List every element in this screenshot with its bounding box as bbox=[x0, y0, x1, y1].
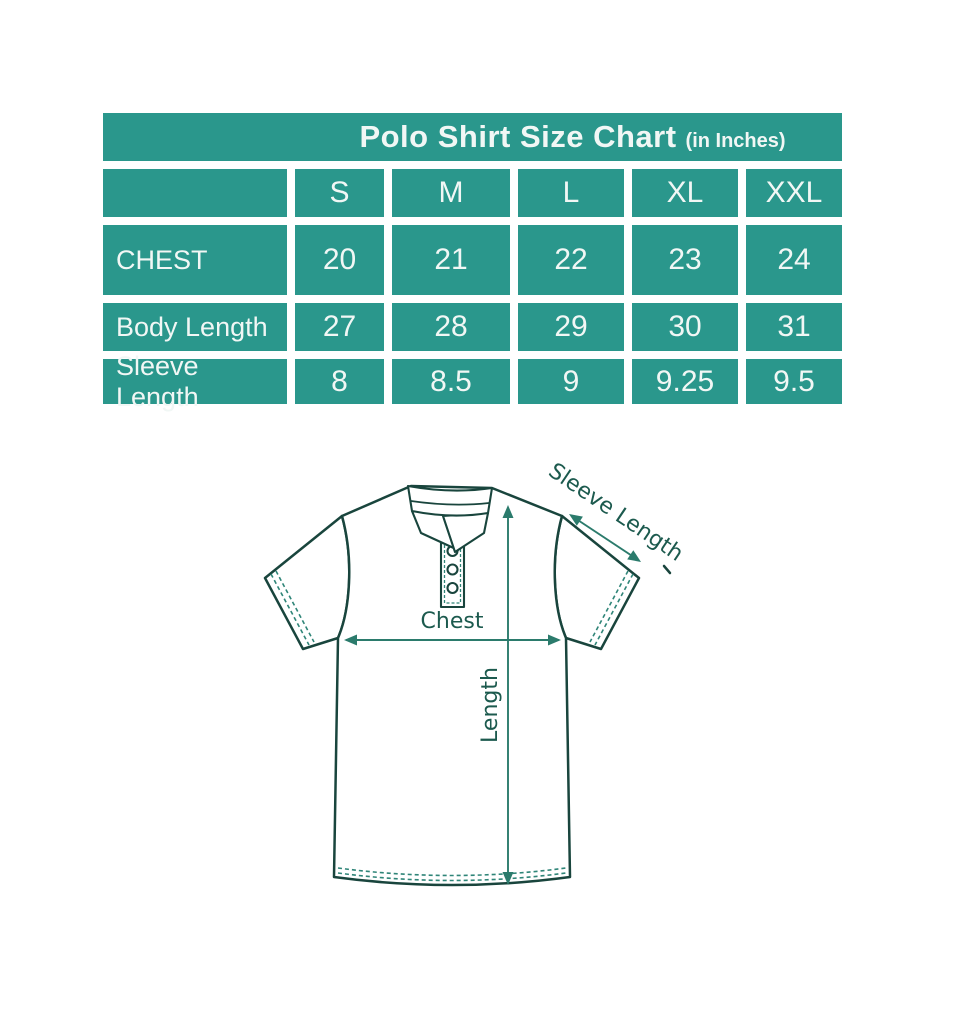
button bbox=[446, 581, 459, 595]
value-cell: 9.25 bbox=[632, 359, 738, 404]
sleeve-length-arrow bbox=[570, 514, 640, 562]
value-cell: 22 bbox=[518, 225, 624, 295]
value-cell: 8 bbox=[295, 359, 384, 404]
torso bbox=[332, 484, 572, 887]
value-cell: 30 bbox=[632, 303, 738, 351]
value-cell: 27 bbox=[295, 303, 384, 351]
small-tick-mark bbox=[662, 564, 672, 575]
value-cell: 31 bbox=[746, 303, 842, 351]
value-cell: 8.5 bbox=[392, 359, 510, 404]
column-header-m: M bbox=[392, 169, 510, 217]
column-header-xl: XL bbox=[632, 169, 738, 217]
button bbox=[446, 563, 459, 576]
length-label: Length bbox=[478, 667, 503, 743]
header-corner-cell bbox=[103, 169, 287, 217]
sleeve-length-arrow-head-bottom bbox=[627, 550, 641, 562]
row-label-chest: CHEST bbox=[103, 225, 287, 295]
collar-band bbox=[406, 484, 494, 517]
column-header-xxl: XXL bbox=[746, 169, 842, 217]
sleeve-length-arrow-head-top bbox=[569, 514, 583, 526]
column-header-l: L bbox=[518, 169, 624, 217]
length-arrow-head-top bbox=[502, 505, 514, 518]
length-arrow-head-bottom bbox=[502, 872, 514, 885]
value-cell: 9.5 bbox=[746, 359, 842, 404]
row-label-sleeve-length: Sleeve Length bbox=[103, 351, 287, 412]
collar-fold-line bbox=[410, 500, 490, 506]
table-subtitle: (in Inches) bbox=[685, 130, 786, 152]
chest-arrow-head-left bbox=[344, 634, 357, 646]
hem-stitch bbox=[337, 867, 567, 877]
column-header-s: S bbox=[295, 169, 384, 217]
value-cell: 29 bbox=[518, 303, 624, 351]
row-label-body-length: Body Length bbox=[103, 303, 287, 351]
hem-stitch bbox=[337, 872, 567, 882]
value-cell: 21 bbox=[392, 225, 510, 295]
table-title-bar: Polo Shirt Size Chart (in Inches) bbox=[103, 113, 842, 161]
chest-arrow-head-right bbox=[548, 634, 561, 646]
value-cell: 23 bbox=[632, 225, 738, 295]
size-chart-table: Polo Shirt Size Chart (in Inches) S M L … bbox=[103, 113, 842, 412]
table-title: Polo Shirt Size Chart bbox=[359, 119, 677, 154]
value-cell: 28 bbox=[392, 303, 510, 351]
value-cell: 9 bbox=[518, 359, 624, 404]
value-cell: 20 bbox=[295, 225, 384, 295]
chest-label: Chest bbox=[421, 609, 484, 634]
polo-shirt-diagram: Chest Length Sleeve Length bbox=[263, 458, 688, 887]
value-cell: 24 bbox=[746, 225, 842, 295]
